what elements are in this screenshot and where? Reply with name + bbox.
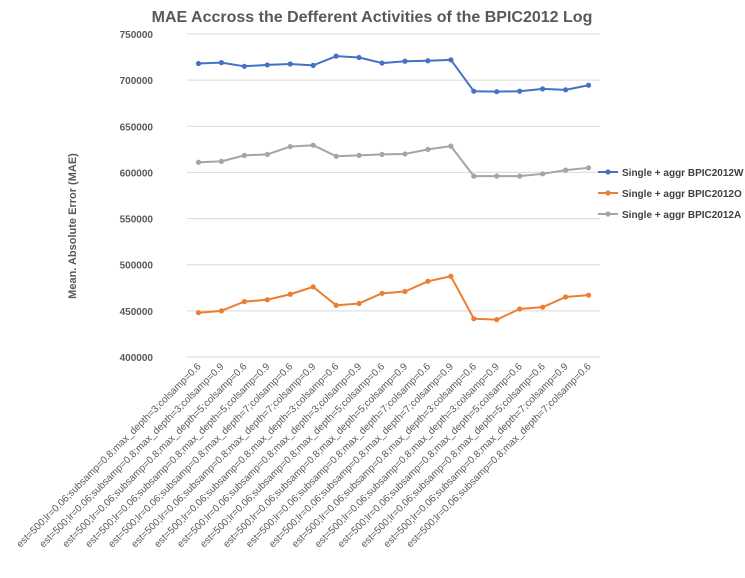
data-point [241, 152, 247, 158]
series-line-1 [198, 275, 589, 321]
y-tick-label: 500000 [120, 261, 154, 272]
data-point [195, 159, 202, 165]
series-line-2 [198, 144, 589, 178]
data-point [287, 143, 293, 150]
data-point [425, 278, 431, 284]
data-point [585, 82, 592, 88]
data-point [218, 308, 225, 314]
y-tick-label: 700000 [120, 76, 154, 87]
data-point [448, 57, 454, 63]
data-point [562, 167, 569, 173]
y-tick-label: 600000 [120, 168, 154, 179]
data-point [379, 290, 385, 296]
data-point [448, 143, 454, 149]
data-point [540, 86, 546, 92]
series-line-0 [198, 55, 589, 93]
data-point [562, 294, 569, 300]
data-point [379, 60, 385, 66]
data-point [264, 151, 270, 158]
data-point [379, 151, 385, 158]
data-point [540, 304, 546, 310]
data-point [333, 53, 339, 59]
data-point [540, 171, 546, 177]
data-point [356, 300, 362, 307]
data-point [195, 310, 202, 316]
data-point [287, 291, 293, 297]
data-point [218, 158, 225, 164]
legend-marker [605, 211, 611, 217]
data-point [356, 152, 362, 158]
y-tick-label: 750000 [120, 30, 154, 41]
data-point [287, 61, 293, 67]
data-point [562, 87, 569, 93]
legend-label: Single + aggr BPIC2012A [622, 210, 741, 221]
legend-label: Single + aggr BPIC2012O [622, 189, 742, 200]
data-point [494, 89, 500, 95]
data-point [402, 58, 408, 64]
data-point [264, 62, 270, 68]
data-point [471, 316, 477, 322]
y-tick-label: 400000 [120, 353, 154, 364]
data-point [241, 63, 247, 69]
data-point [402, 151, 408, 157]
data-point [195, 60, 202, 67]
data-point [310, 284, 316, 290]
data-point [264, 297, 270, 303]
data-point [333, 153, 339, 159]
data-point [517, 88, 523, 94]
data-point [517, 173, 523, 179]
data-point [448, 273, 454, 279]
data-point [494, 173, 500, 179]
legend-marker [605, 190, 611, 196]
data-point [218, 60, 225, 66]
y-axis-label: Mean. Absolute Error (MAE) [67, 153, 79, 299]
data-point [356, 54, 362, 61]
legend-marker [605, 169, 611, 175]
y-tick-label: 550000 [120, 215, 154, 226]
data-point [241, 299, 247, 305]
y-tick-label: 650000 [120, 122, 154, 133]
y-tick-label: 450000 [120, 307, 154, 318]
data-point [517, 306, 523, 312]
data-point [585, 292, 592, 298]
data-point [471, 88, 477, 94]
data-point [425, 146, 431, 152]
chart-title: MAE Accross the Defferent Activities of … [152, 9, 593, 26]
data-point [425, 58, 431, 64]
legend-label: Single + aggr BPIC2012W [622, 168, 744, 179]
data-point [494, 317, 500, 323]
data-point [310, 62, 316, 68]
data-point [310, 142, 316, 148]
data-point [402, 288, 408, 295]
data-point [333, 302, 339, 308]
data-point [471, 173, 477, 179]
data-point [585, 165, 592, 171]
